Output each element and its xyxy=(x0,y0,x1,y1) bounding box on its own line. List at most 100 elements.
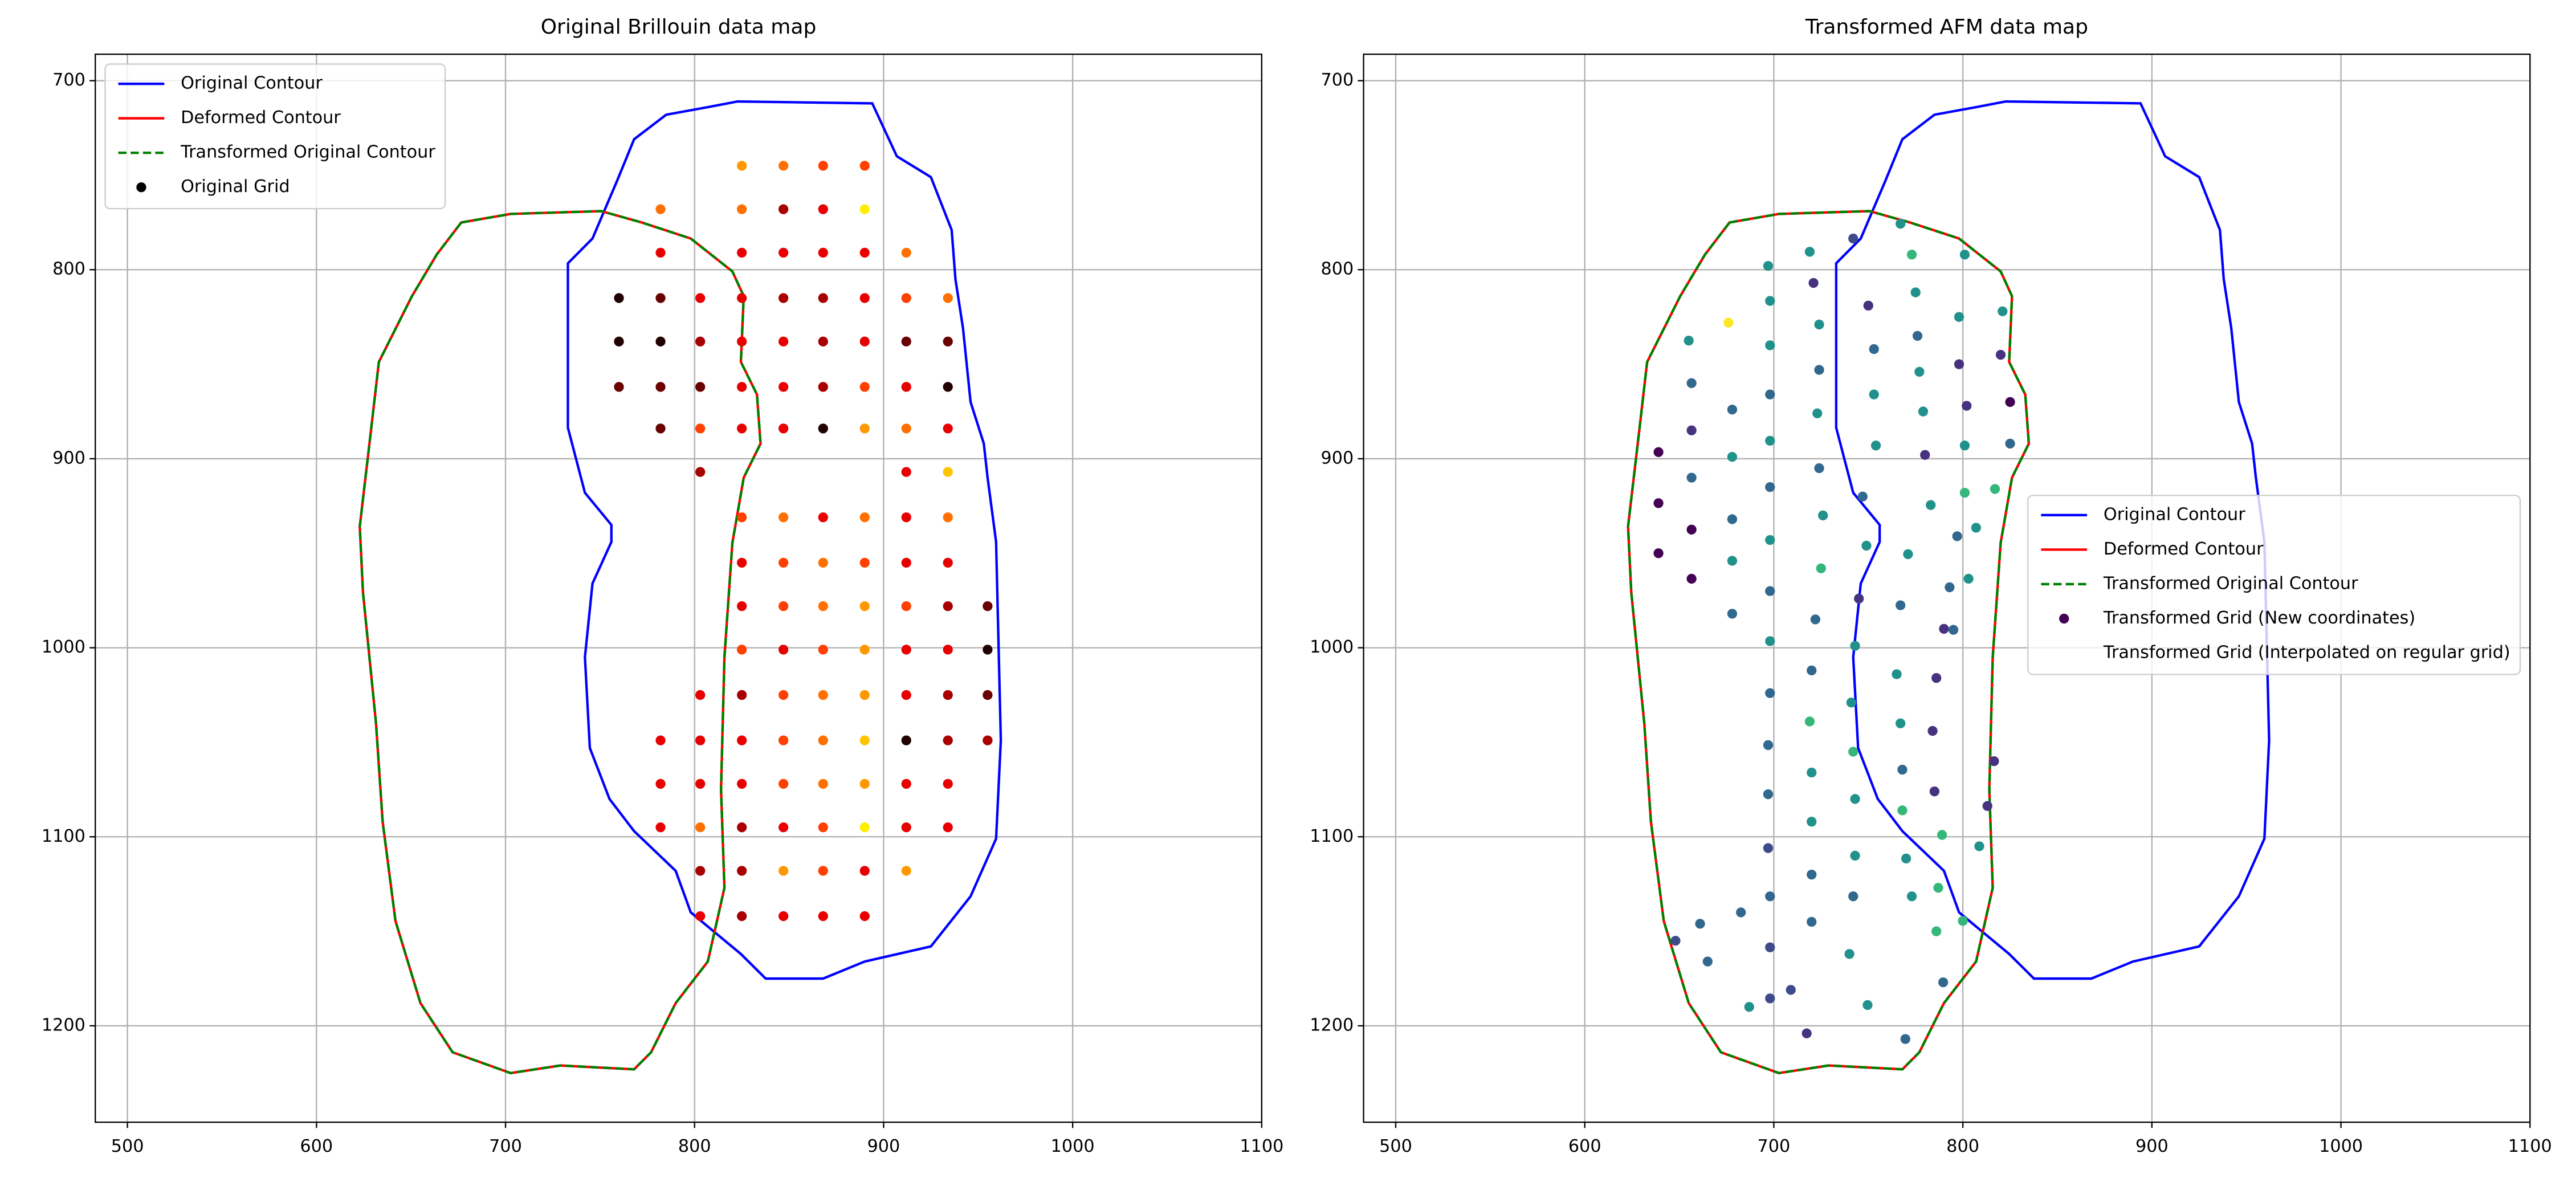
grid-point xyxy=(859,645,870,655)
grid-point xyxy=(778,382,789,392)
grid-point xyxy=(1765,636,1775,646)
grid-point xyxy=(859,601,870,612)
grid-point xyxy=(1989,756,1999,767)
grid-point xyxy=(1844,949,1854,959)
grid-point xyxy=(778,735,789,745)
grid-point xyxy=(1653,447,1664,457)
legend-frame xyxy=(104,63,446,210)
grid-point xyxy=(1765,340,1775,350)
grid-point xyxy=(1982,801,1992,811)
grid-point xyxy=(1848,747,1858,757)
grid-point xyxy=(1686,425,1697,435)
grid-point xyxy=(1959,441,1970,451)
grid-point xyxy=(859,822,870,833)
grid-point xyxy=(943,779,953,789)
grid-point xyxy=(901,467,911,477)
grid-point xyxy=(1906,250,1917,260)
grid-point xyxy=(1763,260,1774,271)
grid-point xyxy=(1684,335,1694,346)
grid-point xyxy=(901,735,911,745)
grid-point xyxy=(983,645,993,655)
grid-point xyxy=(695,866,706,876)
grid-point xyxy=(695,690,706,700)
grid-point xyxy=(1763,789,1774,800)
grid-point xyxy=(1931,673,1942,683)
grid-point xyxy=(778,293,789,303)
grid-point xyxy=(1848,891,1858,902)
grid-point xyxy=(1686,524,1697,535)
grid-point xyxy=(778,557,789,568)
grid-point xyxy=(1910,287,1921,297)
axes-frame xyxy=(1363,53,2531,1123)
grid-point xyxy=(614,336,624,347)
grid-point xyxy=(1846,698,1857,708)
grid-point xyxy=(1807,665,1817,676)
grid-point xyxy=(1765,942,1775,952)
grid-point xyxy=(901,866,911,876)
grid-point xyxy=(737,557,747,568)
grid-point xyxy=(943,467,953,477)
grid-point xyxy=(943,735,953,745)
grid-point xyxy=(778,645,789,655)
grid-point xyxy=(818,690,828,700)
grid-point xyxy=(1954,312,1964,322)
y-tick-label: 800 xyxy=(52,259,85,279)
grid-point xyxy=(778,423,789,434)
grid-point xyxy=(901,336,911,347)
grid-point xyxy=(778,690,789,700)
grid-point xyxy=(655,293,666,303)
grid-point xyxy=(695,423,706,434)
contour-line xyxy=(358,210,762,1075)
grid-point xyxy=(1870,441,1881,451)
grid-point xyxy=(737,601,747,612)
grid-point xyxy=(695,911,706,922)
x-tick-label: 800 xyxy=(1946,1136,1979,1156)
grid-point xyxy=(737,866,747,876)
legend: Original Contour Deformed Contour Transfor… xyxy=(2027,495,2521,675)
grid-point xyxy=(1765,482,1775,492)
legend-label: Deformed Contour xyxy=(181,108,341,128)
grid-point xyxy=(655,382,666,392)
legend-label: Transformed Grid (New coordinates) xyxy=(2103,608,2415,628)
grid-point xyxy=(1814,365,1824,375)
grid-point xyxy=(737,645,747,655)
grid-point xyxy=(1906,891,1917,902)
legend-marker xyxy=(2059,613,2069,624)
grid-point xyxy=(1920,450,1930,460)
grid-point xyxy=(1727,405,1738,415)
grid-point xyxy=(859,557,870,568)
grid-point xyxy=(1892,669,1902,679)
grid-point xyxy=(859,512,870,523)
grid-point xyxy=(1869,389,1879,400)
grid-point xyxy=(1959,250,1970,260)
grid-point xyxy=(778,204,789,214)
grid-point xyxy=(1938,977,1949,988)
y-tick-label: 800 xyxy=(1321,259,1354,279)
grid-point xyxy=(1954,359,1964,369)
grid-point xyxy=(1810,614,1821,625)
y-tick-label: 1000 xyxy=(1310,637,1354,657)
y-tick-label: 1000 xyxy=(42,637,85,657)
grid-point xyxy=(818,512,828,523)
legend-label: Original Contour xyxy=(181,74,323,93)
grid-point xyxy=(1952,531,1962,541)
grid-point xyxy=(655,423,666,434)
grid-point xyxy=(737,293,747,303)
legend-label: Original Grid xyxy=(181,177,290,197)
grid-point xyxy=(1814,319,1824,330)
grid-point xyxy=(1948,625,1959,635)
grid-point xyxy=(1686,573,1697,584)
grid-point xyxy=(983,735,993,745)
grid-point xyxy=(614,293,624,303)
grid-point xyxy=(1931,926,1942,936)
grid-point xyxy=(1897,805,1907,816)
grid-point xyxy=(818,557,828,568)
grid-point xyxy=(859,911,870,922)
grid-point xyxy=(1765,993,1775,1004)
grid-point xyxy=(737,423,747,434)
grid-point xyxy=(901,557,911,568)
grid-point xyxy=(1901,853,1911,864)
grid-point xyxy=(1763,843,1774,853)
grid-point xyxy=(2005,397,2015,407)
grid-point xyxy=(1850,794,1860,804)
